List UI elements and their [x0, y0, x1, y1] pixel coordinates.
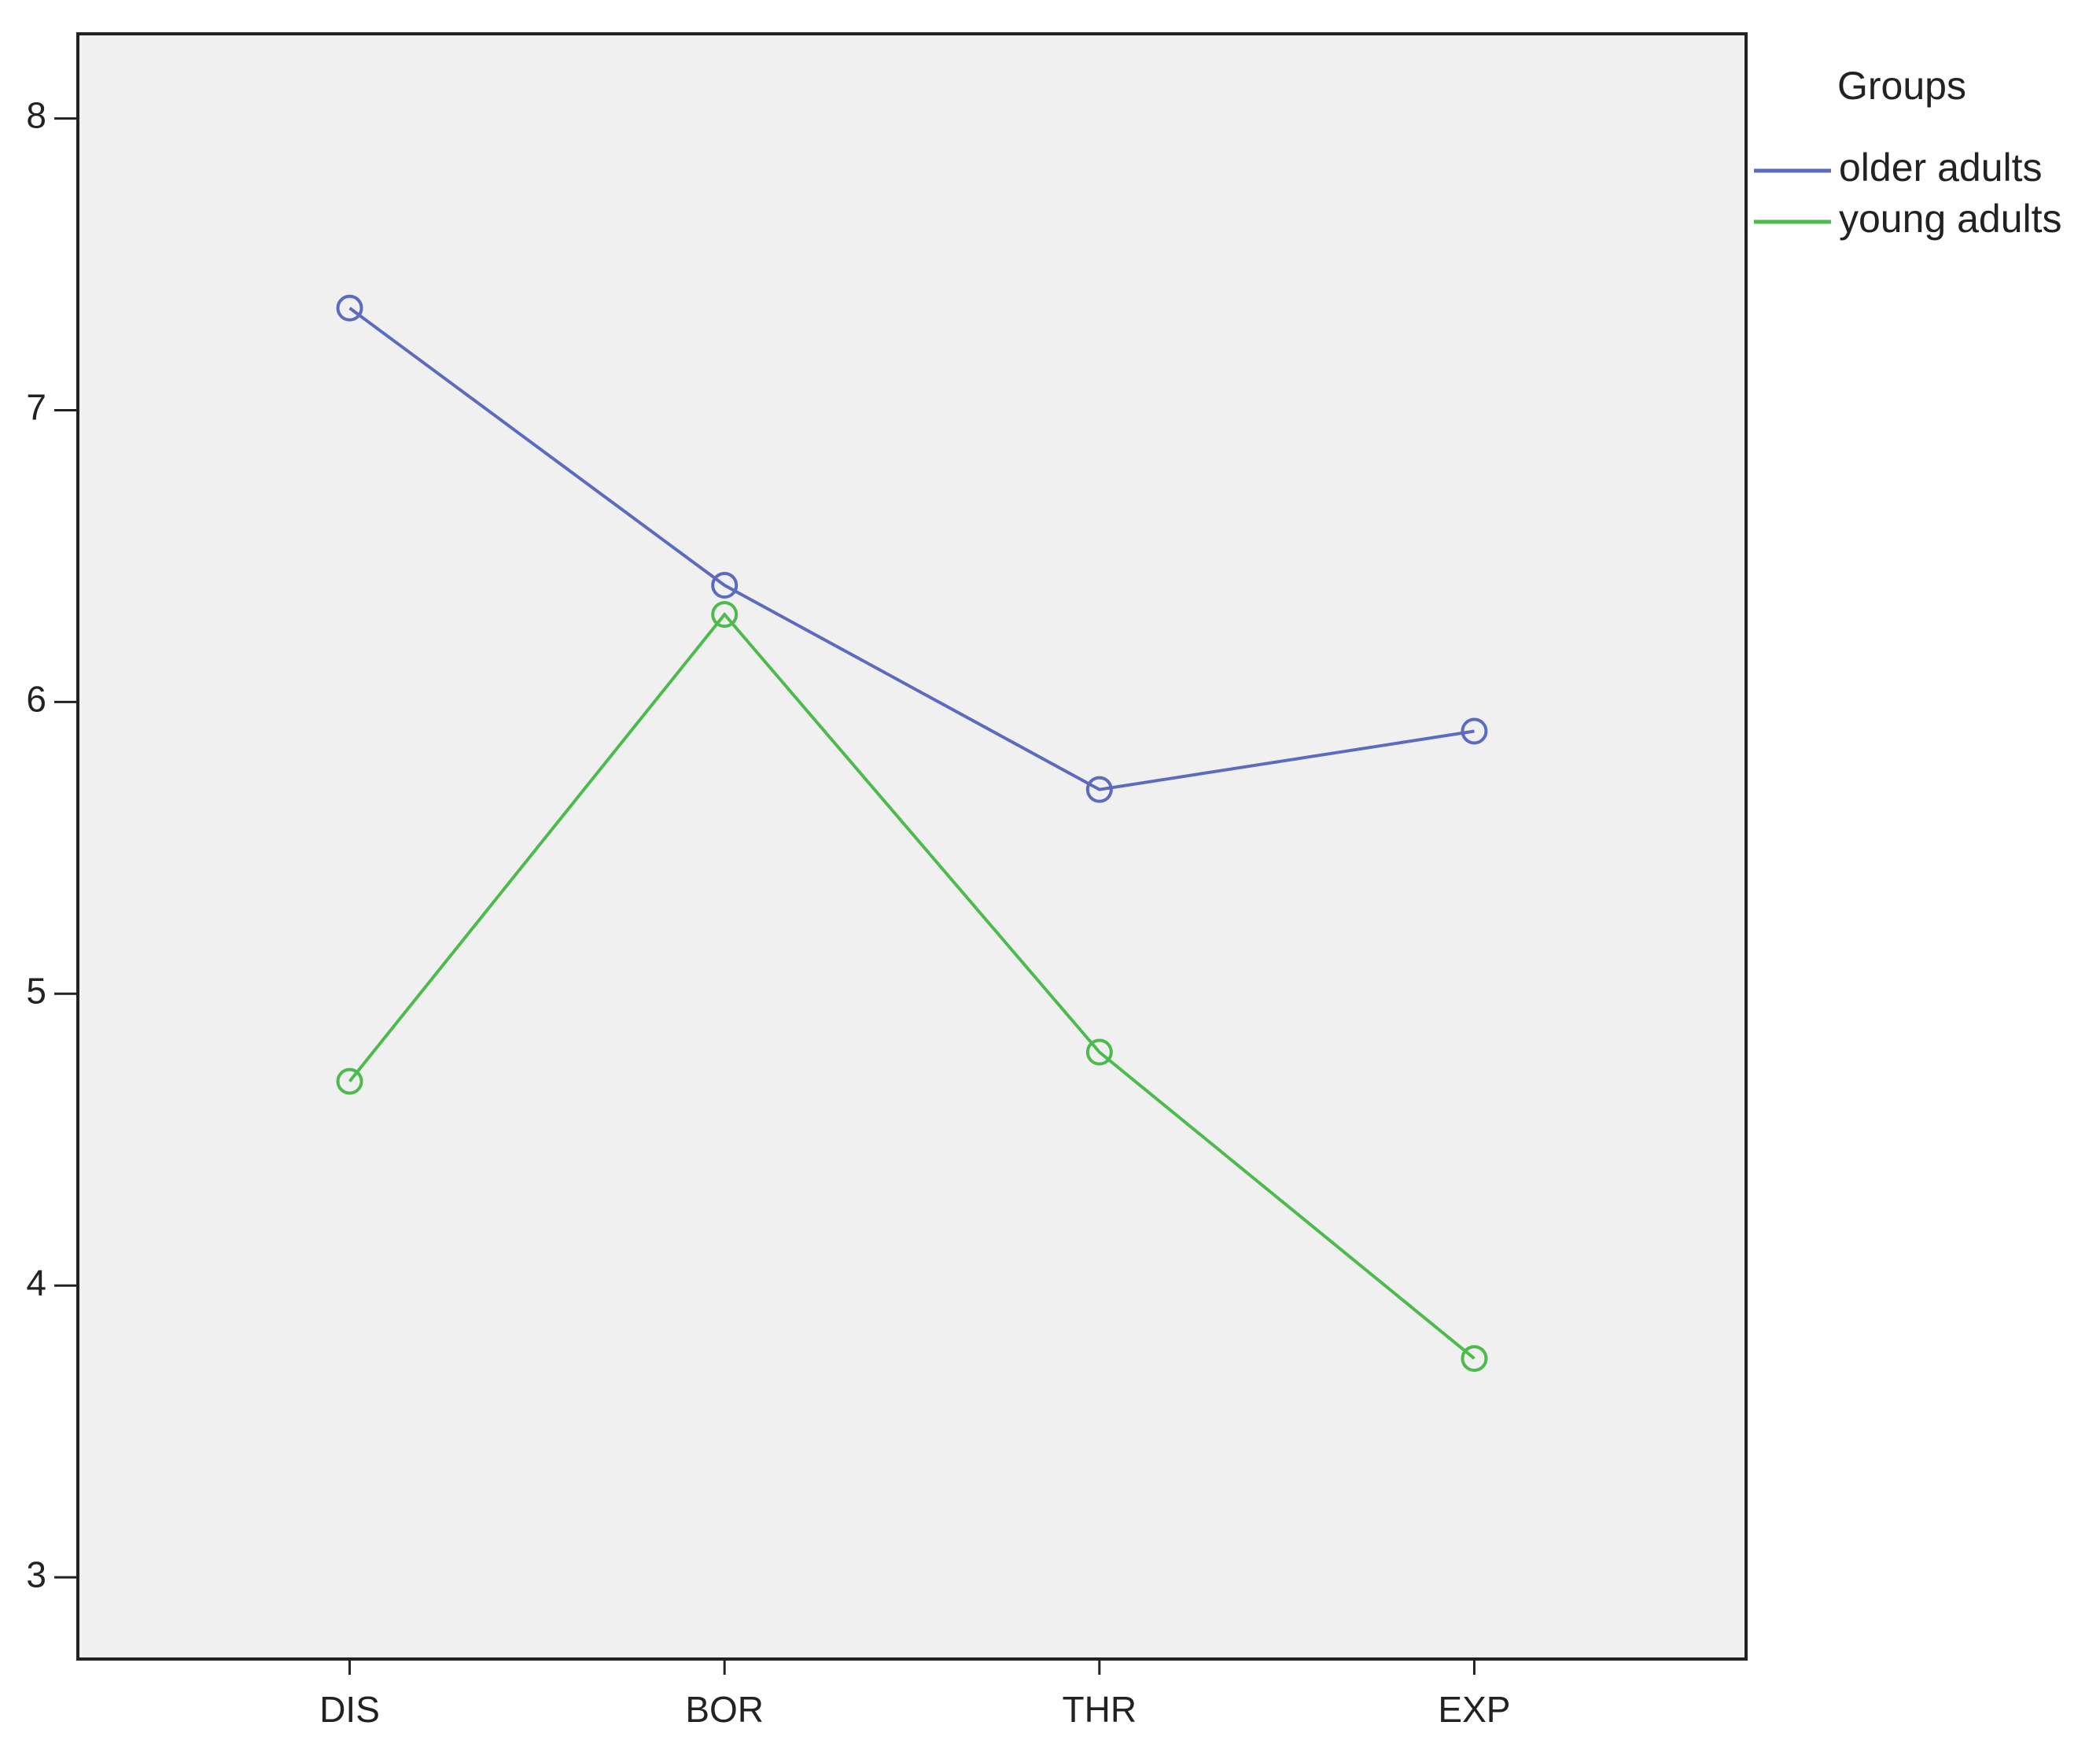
y-tick-label: 5	[26, 970, 46, 1011]
y-tick-label: 7	[26, 387, 46, 428]
point	[1085, 776, 1113, 803]
x-tick-label: THR	[1063, 1689, 1137, 1730]
series-line	[348, 307, 1475, 791]
plot-area	[76, 32, 1748, 1661]
point	[336, 294, 363, 322]
series-line	[348, 611, 1476, 1360]
x-tick-label: DIS	[319, 1689, 380, 1730]
point	[336, 1067, 363, 1095]
y-tick-label: 8	[26, 95, 46, 136]
x-tick-label: BOR	[685, 1689, 764, 1730]
legend-label: older adults	[1839, 146, 2043, 190]
y-tick-label: 3	[26, 1554, 46, 1595]
point	[711, 601, 739, 629]
y-tick-label: 4	[26, 1262, 46, 1303]
point	[1461, 1344, 1488, 1372]
point	[1461, 717, 1488, 745]
legend-label: young adults	[1839, 197, 2062, 241]
point	[711, 572, 739, 599]
x-tick-label: EXP	[1438, 1689, 1510, 1730]
y-tick-label: 6	[26, 679, 46, 720]
point	[1085, 1038, 1113, 1066]
legend-title: Groups	[1837, 64, 1966, 108]
